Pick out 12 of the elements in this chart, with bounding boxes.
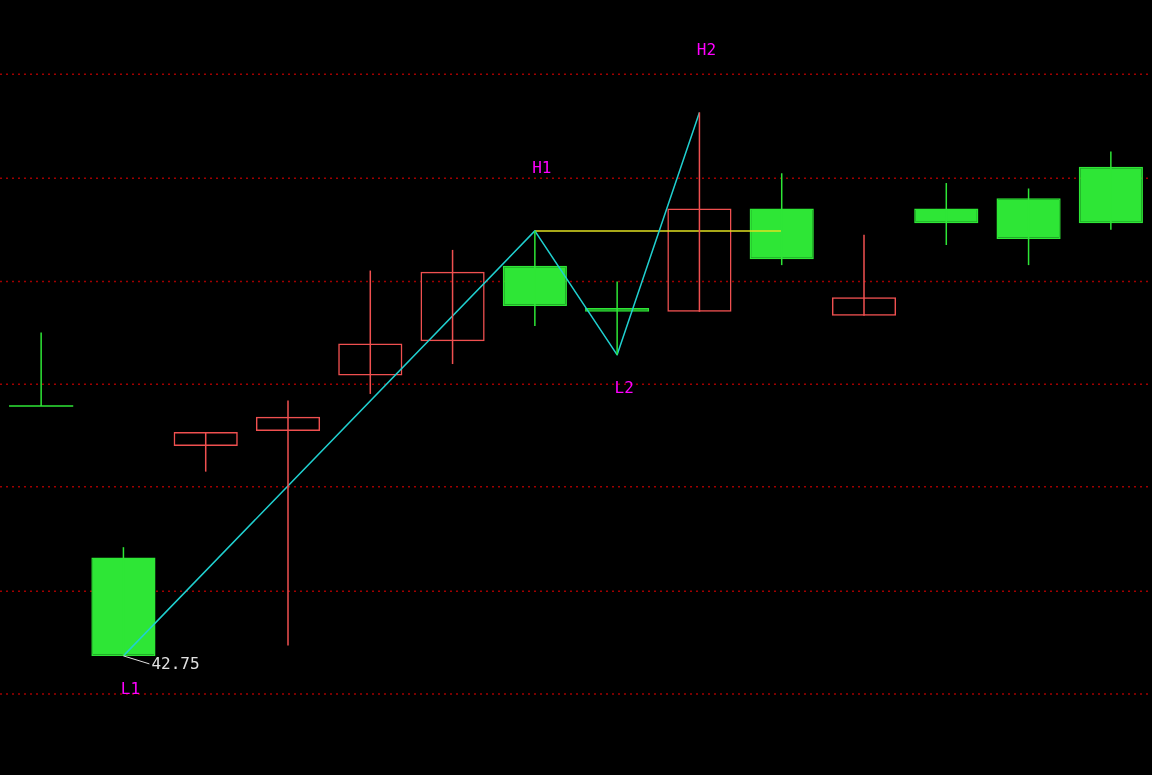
annotation: H1 xyxy=(532,158,552,178)
text: L1 xyxy=(120,679,141,699)
candlestick xyxy=(996,187,1061,266)
candlestick xyxy=(8,331,74,407)
candlestick xyxy=(502,230,567,327)
annotation: L2 xyxy=(614,377,634,397)
candlestick xyxy=(1078,150,1143,231)
candlestick xyxy=(749,172,814,266)
candlestick xyxy=(91,546,156,657)
candlestick xyxy=(914,182,979,246)
text: H2 xyxy=(696,39,717,59)
annotation: 42.75 xyxy=(151,654,200,674)
